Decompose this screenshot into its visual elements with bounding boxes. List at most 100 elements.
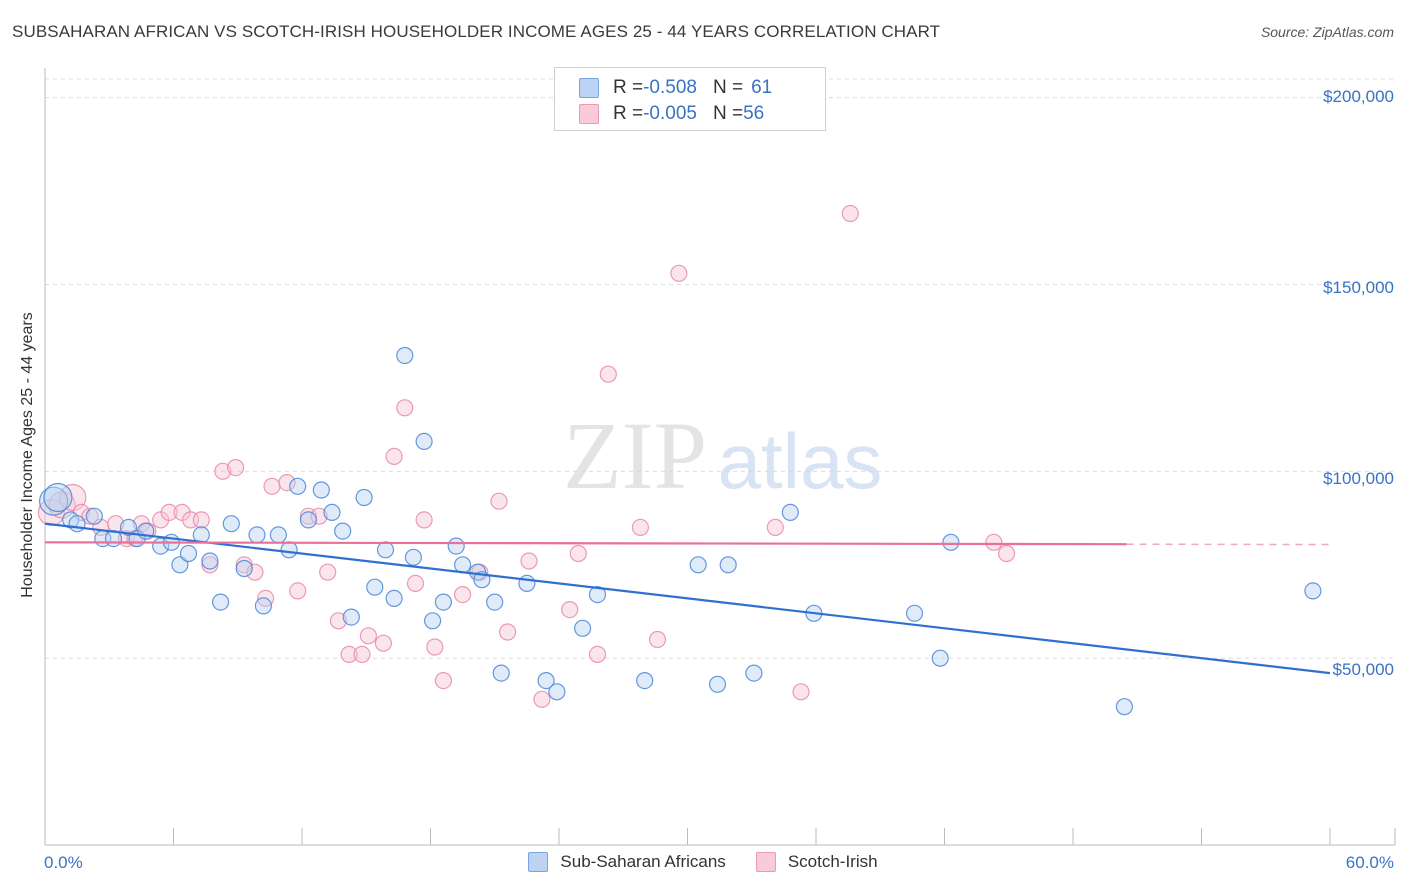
watermark-zip: ZIP	[563, 402, 707, 509]
data-point	[518, 574, 536, 593]
data-point	[454, 556, 472, 574]
chart-title: SUBSAHARAN AFRICAN VS SCOTCH-IRISH HOUSE…	[12, 22, 941, 41]
y-tick-label: $50,000	[1332, 660, 1394, 679]
data-point	[997, 544, 1016, 563]
data-point	[385, 589, 403, 608]
data-point	[931, 649, 949, 667]
data-point	[85, 507, 103, 525]
data-point	[396, 346, 414, 365]
data-point	[248, 526, 266, 544]
data-point	[599, 365, 617, 383]
data-point	[648, 630, 667, 649]
data-point	[708, 675, 727, 693]
legend-r-label: R =	[613, 77, 644, 98]
data-point	[588, 645, 607, 664]
data-point	[214, 462, 232, 480]
data-point	[263, 477, 281, 495]
data-point	[81, 507, 99, 525]
data-point	[561, 600, 579, 619]
data-point	[499, 623, 517, 641]
y-tick-label: $100,000	[1323, 469, 1394, 488]
trend-lines	[44, 522, 1331, 675]
legend-item-scotch-irish[interactable]: Scotch-Irish	[755, 852, 878, 872]
data-point	[396, 399, 414, 417]
y-tick-label: $200,000	[1323, 87, 1394, 106]
trend-line	[44, 522, 1331, 675]
data-point	[376, 541, 395, 559]
data-point	[340, 645, 358, 664]
data-point	[841, 204, 859, 223]
legend-row-sub-saharan: R = -0.508 N = 61	[579, 77, 772, 99]
legend-swatch-blue	[579, 78, 599, 98]
legend-row-scotch-irish: R = -0.005 N = 56	[579, 103, 764, 125]
data-point	[235, 559, 253, 578]
series-legend: Sub-Saharan Africans Scotch-Irish	[0, 852, 1406, 872]
data-point	[59, 483, 87, 512]
data-point	[254, 597, 272, 615]
data-point	[486, 593, 504, 611]
data-point	[533, 690, 551, 708]
data-point	[766, 518, 784, 537]
legend-swatch-blue	[528, 852, 549, 872]
data-point	[588, 585, 607, 604]
y-tick-label: $150,000	[1323, 278, 1394, 297]
data-point	[1304, 582, 1322, 600]
data-point	[569, 544, 587, 563]
legend-swatch-pink	[579, 104, 599, 124]
data-point	[905, 604, 924, 622]
legend-swatch-pink	[755, 852, 776, 872]
data-point	[404, 548, 422, 566]
data-point	[280, 541, 298, 559]
data-point	[689, 556, 707, 574]
legend-n-value: 61	[751, 77, 773, 98]
data-point	[246, 563, 264, 581]
data-point	[719, 556, 737, 574]
data-point	[319, 563, 337, 581]
data-point	[385, 447, 403, 465]
data-point	[353, 645, 371, 664]
data-point	[454, 585, 472, 604]
data-point	[192, 511, 210, 529]
data-point	[537, 671, 555, 690]
data-point	[269, 526, 287, 544]
data-point	[434, 671, 452, 690]
data-point	[68, 515, 86, 533]
data-point	[278, 474, 296, 492]
legend-item-label: Sub-Saharan Africans	[560, 852, 726, 871]
data-point	[636, 671, 654, 690]
legend-r-value: -0.508	[643, 77, 697, 98]
data-point	[434, 593, 452, 611]
x-tick-label-max: 60.0%	[1345, 853, 1394, 872]
correlation-legend: R = -0.508 N = 61 R = -0.005 N = 56	[554, 67, 826, 131]
data-point	[310, 507, 328, 525]
data-point	[334, 522, 352, 540]
x-tick-label-min: 0.0%	[44, 853, 83, 872]
data-point	[312, 481, 330, 499]
data-point	[359, 627, 377, 645]
data-point	[171, 556, 189, 574]
data-point	[342, 608, 360, 626]
legend-item-sub-saharan[interactable]: Sub-Saharan Africans	[528, 852, 726, 872]
axes	[44, 68, 1396, 846]
data-point	[289, 582, 307, 600]
legend-n-value: 56	[743, 103, 765, 124]
legend-r-value: -0.005	[643, 103, 697, 124]
data-point	[201, 556, 219, 574]
data-point	[492, 664, 510, 682]
data-point	[424, 612, 442, 630]
data-point	[415, 432, 433, 450]
data-point	[406, 574, 425, 593]
data-point	[222, 515, 240, 533]
data-point	[227, 459, 245, 477]
source-label[interactable]: Source: ZipAtlas.com	[1260, 24, 1394, 40]
data-point	[43, 482, 73, 513]
data-point	[355, 488, 373, 507]
data-point	[447, 537, 465, 555]
data-point	[631, 518, 650, 537]
data-point	[299, 511, 317, 529]
legend-r-label: R =	[613, 103, 644, 124]
data-point	[201, 552, 219, 570]
data-point	[792, 683, 810, 701]
data-point	[781, 503, 799, 522]
data-point	[329, 612, 347, 630]
